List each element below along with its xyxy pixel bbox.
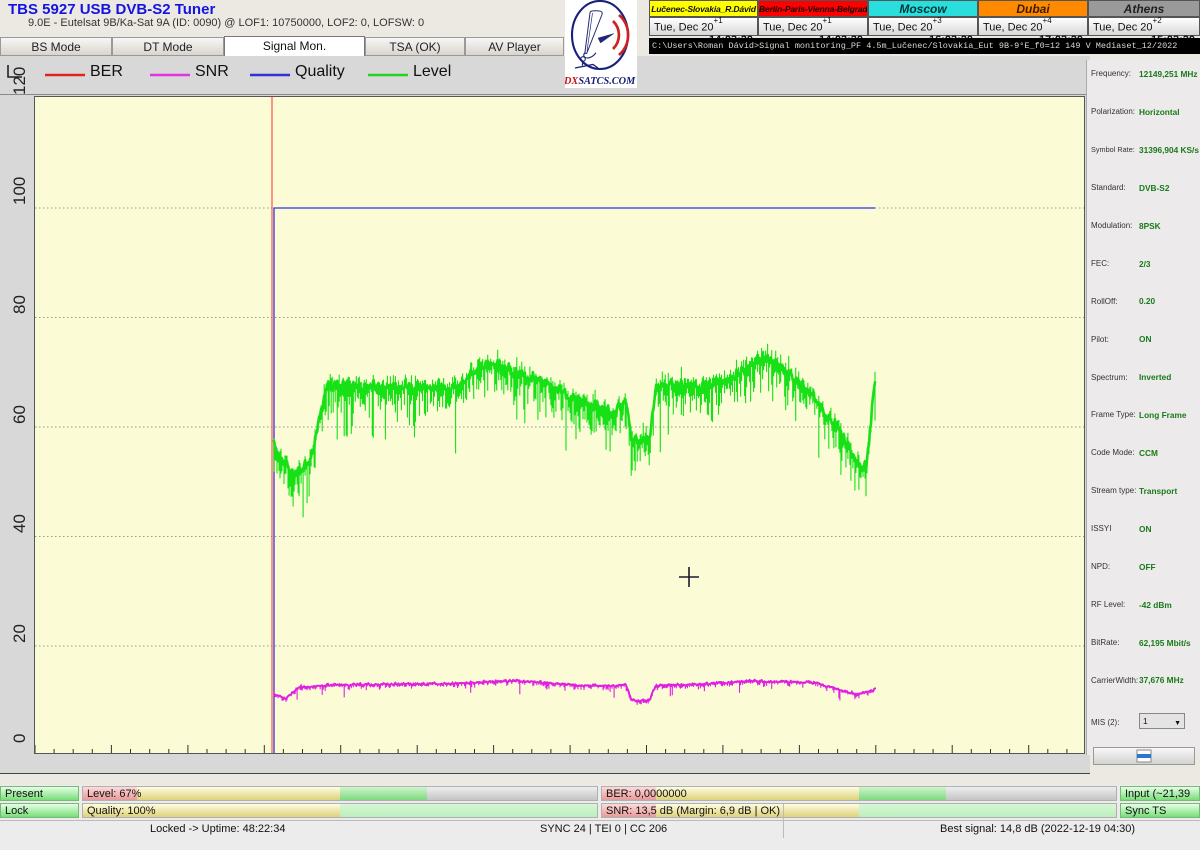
svg-text:DXSATCS.COM: DXSATCS.COM <box>565 76 636 87</box>
